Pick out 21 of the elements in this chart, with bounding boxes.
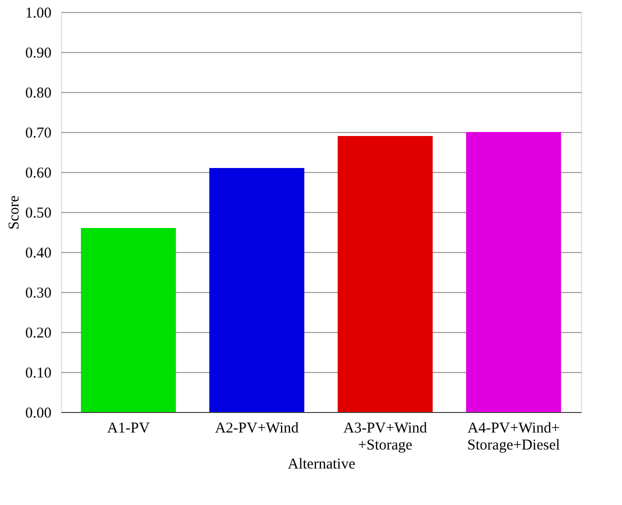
y-tick-label: 0.00 xyxy=(25,406,52,422)
bar xyxy=(466,132,562,412)
y-tick-label: 0.30 xyxy=(25,286,52,302)
y-axis-title: Score xyxy=(6,195,22,230)
y-tick-label: 0.10 xyxy=(25,366,52,382)
y-tick-label: 0.70 xyxy=(25,126,52,142)
x-tick-label: A4-PV+Wind+ Storage+Diesel xyxy=(467,420,560,454)
y-tick-label: 0.40 xyxy=(25,246,52,262)
bar xyxy=(338,136,433,412)
y-tick-label: 0.80 xyxy=(25,86,52,102)
bar xyxy=(209,168,304,412)
y-tick-label: 0.20 xyxy=(25,326,52,342)
y-tick-label: 0.60 xyxy=(25,166,52,182)
x-tick-label: A2-PV+Wind xyxy=(214,420,300,436)
y-tick-label: 0.90 xyxy=(25,46,52,62)
y-tick-label: 1.00 xyxy=(25,6,52,22)
y-tick-label: 0.50 xyxy=(25,206,52,222)
x-tick-label: A1-PV xyxy=(107,420,150,436)
bar xyxy=(80,228,176,412)
x-tick-label: A3-PV+Wind +Storage xyxy=(343,420,428,454)
x-axis-title: Alternative xyxy=(288,456,356,472)
